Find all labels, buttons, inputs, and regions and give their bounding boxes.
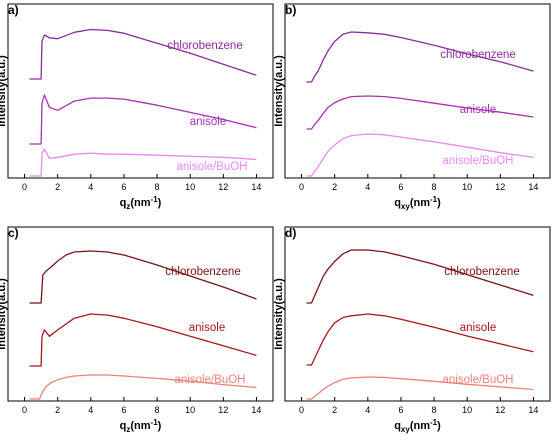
series-line-anisole bbox=[29, 94, 257, 145]
x-tick-label: 4 bbox=[365, 182, 370, 192]
x-tick-label: 2 bbox=[55, 182, 60, 192]
x-axis-label: qz(nm-1) bbox=[120, 418, 162, 434]
x-tick-label: 14 bbox=[251, 182, 261, 192]
y-axis-label: Intensity(a.u.) bbox=[0, 55, 8, 127]
series-label: anisole/BuOH bbox=[177, 161, 248, 173]
x-tick-label: 10 bbox=[462, 405, 472, 415]
x-tick-label: 6 bbox=[121, 405, 126, 415]
plot-frame bbox=[7, 3, 274, 179]
y-axis-label: Intensity(a.u.) bbox=[0, 278, 8, 350]
series-line-chlorobenzene bbox=[306, 31, 534, 83]
panel-label: b) bbox=[285, 3, 296, 17]
x-tick-label: 8 bbox=[155, 182, 160, 192]
x-tick-label: 6 bbox=[121, 182, 126, 192]
panel-b: 0 2 4 6 8 10 12 14 b) Intensity(a.u.) qxy(nm-1) chl… bbox=[273, 3, 551, 211]
panel-c: 0 2 4 6 8 10 12 14 c) Intensity(a.u.) qz(nm-1) chlo… bbox=[0, 226, 274, 434]
x-tick-label: 8 bbox=[155, 405, 160, 415]
x-tick-label: 2 bbox=[332, 405, 337, 415]
x-tick-label: 2 bbox=[332, 182, 337, 192]
x-tick-label: 4 bbox=[88, 405, 93, 415]
series-line-anisolebuoh bbox=[29, 374, 257, 400]
x-tick-label: 8 bbox=[432, 182, 437, 192]
x-tick-label: 6 bbox=[398, 182, 403, 192]
x-tick-label: 6 bbox=[398, 405, 403, 415]
panel-label: a) bbox=[8, 3, 19, 17]
plot-frame bbox=[284, 3, 551, 179]
panel-d: 0 2 4 6 8 10 12 14 d) Intensity(a.u.) qxy(nm-1) chl… bbox=[273, 226, 551, 434]
x-tick-label: 2 bbox=[55, 405, 60, 415]
x-tick-label: 12 bbox=[495, 405, 505, 415]
series-label: anisole bbox=[460, 322, 496, 334]
panel-label: d) bbox=[285, 226, 296, 240]
x-axis-label: qxy(nm-1) bbox=[394, 195, 441, 211]
x-tick-label: 10 bbox=[462, 182, 472, 192]
series-label: chlorobenzene bbox=[440, 49, 515, 61]
series-line-anisole bbox=[306, 313, 534, 366]
series-label: anisole bbox=[460, 104, 496, 116]
y-axis-label: Intensity(a.u.) bbox=[273, 55, 285, 127]
x-tick-label: 4 bbox=[365, 405, 370, 415]
series-label: chlorobenzene bbox=[167, 40, 242, 52]
x-tick-label: 8 bbox=[432, 405, 437, 415]
series-line-chlorobenzene bbox=[306, 249, 534, 304]
x-tick-label: 0 bbox=[299, 182, 304, 192]
x-tick-label: 14 bbox=[528, 405, 538, 415]
series-label: anisole bbox=[190, 116, 226, 128]
series-line-anisole bbox=[306, 95, 534, 130]
series-label: chlorobenzene bbox=[444, 266, 519, 278]
series-line-anisolebuoh bbox=[29, 148, 257, 177]
series-line-anisole bbox=[29, 313, 257, 367]
series-label: anisole/BuOH bbox=[175, 374, 246, 386]
plot-frame bbox=[7, 226, 274, 402]
plot-frame bbox=[284, 226, 551, 402]
series-label: chlorobenzene bbox=[165, 266, 240, 278]
series-line-chlorobenzene bbox=[29, 250, 257, 304]
series-label: anisole/BuOH bbox=[443, 155, 514, 167]
x-tick-label: 12 bbox=[218, 405, 228, 415]
panel-a: 0 2 4 6 8 10 12 14 a) Intensity(a.u.) qz(nm-1) chlo… bbox=[0, 3, 274, 211]
x-tick-label: 0 bbox=[22, 182, 27, 192]
x-tick-label: 10 bbox=[185, 405, 195, 415]
series-line-chlorobenzene bbox=[29, 28, 257, 80]
x-axis-label: qxy(nm-1) bbox=[394, 418, 441, 434]
series-line-anisolebuoh bbox=[306, 133, 534, 177]
x-tick-label: 4 bbox=[88, 182, 93, 192]
x-tick-label: 12 bbox=[495, 182, 505, 192]
x-tick-label: 14 bbox=[528, 182, 538, 192]
x-tick-label: 10 bbox=[185, 182, 195, 192]
x-tick-label: 0 bbox=[299, 405, 304, 415]
x-tick-label: 14 bbox=[251, 405, 261, 415]
x-tick-label: 12 bbox=[218, 182, 228, 192]
panel-label: c) bbox=[8, 226, 19, 240]
series-label: anisole/BuOH bbox=[443, 374, 514, 386]
series-label: anisole bbox=[189, 322, 225, 334]
y-axis-label: Intensity(a.u.) bbox=[273, 278, 285, 350]
x-tick-label: 0 bbox=[22, 405, 27, 415]
series-line-anisolebuoh bbox=[306, 376, 534, 400]
x-axis-label: qz(nm-1) bbox=[120, 195, 162, 211]
